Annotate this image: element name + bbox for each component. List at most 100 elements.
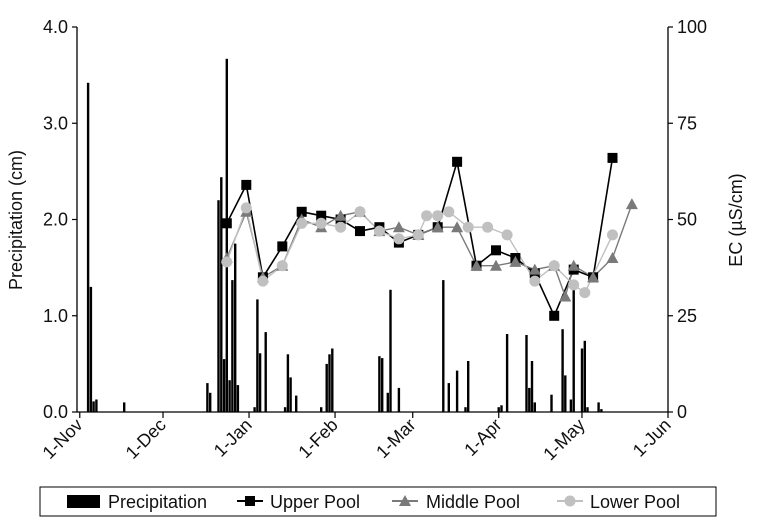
precipitation-bar <box>525 335 528 412</box>
lower-pool-point <box>462 221 474 233</box>
precipitation-bar <box>569 399 573 412</box>
precipitation-bar <box>123 402 126 412</box>
precipitation-bar <box>467 361 470 412</box>
precipitation-bar <box>389 289 392 412</box>
legend-lower-pool-label: Lower Pool <box>590 492 680 512</box>
right-axis-ticks: 0 25 50 75 100 <box>668 17 707 422</box>
precipitation-bar <box>286 354 290 413</box>
middle-pool-point <box>625 198 638 210</box>
legend-upper-pool-marker <box>245 496 255 506</box>
precipitation-bar <box>283 407 287 412</box>
legend-middle-pool-label: Middle Pool <box>426 492 520 512</box>
precipitation-bar <box>447 383 450 412</box>
precipitation-bar <box>505 334 509 412</box>
legend-precipitation-swatch <box>67 495 100 508</box>
precipitation-bar <box>258 353 262 412</box>
precipitation-bar <box>253 407 256 412</box>
lower-pool-line <box>226 205 614 294</box>
middle-pool-point <box>451 221 464 233</box>
precipitation-bar <box>320 407 323 412</box>
legend-box <box>39 486 717 517</box>
right-tick-label: 50 <box>677 210 697 230</box>
x-tick-label: 1-Mar <box>372 415 419 462</box>
precipitation-bar <box>600 409 603 412</box>
precipitation-bar <box>289 377 292 412</box>
lower-pool-point <box>335 221 347 233</box>
lower-pool-point <box>296 217 308 229</box>
precipitation-bar <box>533 402 536 412</box>
lower-pool-point <box>548 260 560 272</box>
ec-series-markers <box>220 152 638 321</box>
precipitation-bar <box>561 329 564 412</box>
precipitation-bar <box>550 394 553 412</box>
right-axis-title: EC (µS/cm) <box>726 173 746 266</box>
precipitation-bar <box>231 280 234 412</box>
precipitation-bar <box>95 399 98 412</box>
lower-pool-point <box>257 275 269 287</box>
precipitation-bar <box>206 383 209 412</box>
upper-pool-point <box>316 210 327 221</box>
x-tick-label: 1-Apr <box>460 415 505 460</box>
precipitation-bar <box>530 361 534 412</box>
precipitation-bar <box>264 332 267 412</box>
precipitation-bar <box>386 392 389 413</box>
lower-pool-point <box>315 217 327 229</box>
upper-pool-point <box>607 152 618 163</box>
lower-pool-point <box>443 206 455 218</box>
lower-pool-point <box>412 229 424 241</box>
precipitation-bar <box>234 243 237 412</box>
precipitation-bar <box>225 58 228 413</box>
lower-pool-point <box>354 206 366 218</box>
middle-pool-point <box>490 259 502 271</box>
precipitation-bar <box>89 286 93 412</box>
legend: Precipitation Upper Pool Middle Pool Low… <box>39 486 717 517</box>
x-tick-label: 1-Feb <box>294 415 341 462</box>
ec-series-lines <box>226 157 633 318</box>
precipitation-bar <box>325 363 328 412</box>
x-tick-label: 1-Jan <box>210 415 256 461</box>
middle-pool-point <box>431 221 444 233</box>
right-tick-label: 75 <box>677 113 697 133</box>
left-tick-label: 2.0 <box>43 210 68 230</box>
lower-pool-point <box>482 221 494 233</box>
precipitation-bar <box>236 385 240 412</box>
left-tick-label: 4.0 <box>43 17 68 37</box>
middle-pool-point <box>392 221 405 233</box>
lower-pool-point <box>393 233 405 245</box>
left-tick-label: 0.0 <box>43 402 68 422</box>
upper-pool-point <box>241 179 252 190</box>
right-tick-label: 25 <box>677 306 697 326</box>
middle-pool-point <box>587 271 600 283</box>
lower-pool-point <box>568 279 580 291</box>
middle-pool-point <box>470 259 483 271</box>
lower-pool-point <box>221 256 233 268</box>
precipitation-bar <box>572 280 575 412</box>
precipitation-bar <box>217 200 220 412</box>
lower-pool-point <box>373 225 385 237</box>
right-tick-label: 100 <box>677 17 707 37</box>
legend-lower-pool-marker <box>564 495 576 507</box>
left-axis-title: Precipitation (cm) <box>6 150 26 290</box>
precipitation-bar <box>328 354 331 413</box>
lower-pool-point <box>529 275 541 287</box>
precipitation-bar <box>586 407 589 412</box>
precipitation-bar <box>209 392 212 413</box>
lower-pool-point <box>501 229 513 241</box>
upper-pool-point <box>491 245 501 256</box>
precipitation-bar <box>331 348 334 412</box>
x-tick-label: 1-Jun <box>629 415 675 461</box>
middle-pool-point <box>528 263 541 275</box>
upper-pool-point <box>296 206 307 217</box>
precipitation-bar <box>256 299 259 412</box>
precipitation-bar <box>228 380 231 412</box>
left-tick-label: 1.0 <box>43 306 68 326</box>
middle-pool-point <box>334 209 347 221</box>
middle-pool-point <box>559 290 572 302</box>
lower-pool-point <box>276 260 288 272</box>
precipitation-bar <box>497 407 500 412</box>
lower-pool-point <box>579 287 591 299</box>
precipitation-bar <box>442 280 445 412</box>
left-axis-ticks: 0.0 1.0 2.0 3.0 4.0 <box>43 17 77 422</box>
lower-pool-point <box>432 210 444 222</box>
precipitation-bar <box>583 340 586 412</box>
